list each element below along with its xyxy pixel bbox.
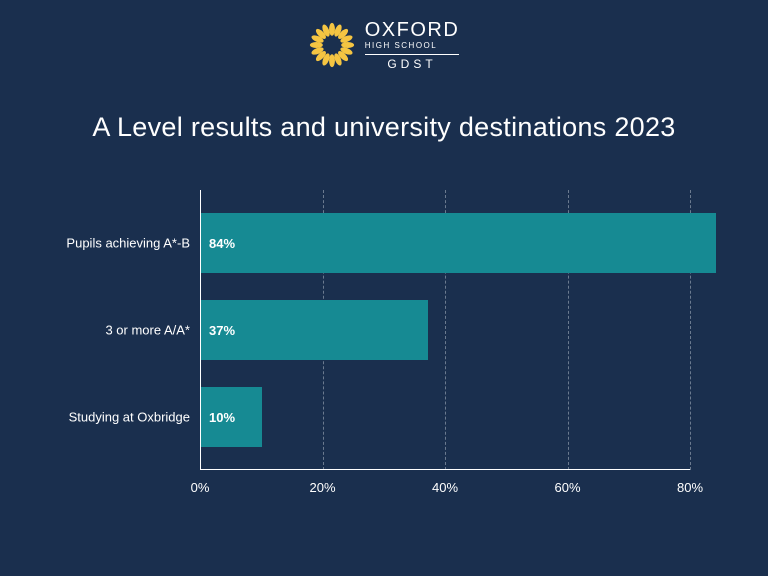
logo-gdst: GDST: [387, 58, 436, 70]
school-logo: OXFORD HIGH SCHOOL GDST: [0, 20, 768, 70]
x-tick: 40%: [432, 480, 458, 495]
logo-main: OXFORD: [365, 20, 460, 40]
logo-text: OXFORD HIGH SCHOOL GDST: [365, 20, 460, 70]
results-bar-chart: 84% 37% 10% Pupils achieving A*-B 3 or m…: [200, 190, 690, 470]
x-tick: 20%: [309, 480, 335, 495]
y-axis-label: Studying at Oxbridge: [10, 410, 190, 425]
y-axis-label: Pupils achieving A*-B: [10, 236, 190, 251]
bar: 37%: [201, 300, 428, 360]
logo-sub: HIGH SCHOOL: [365, 42, 438, 50]
sunflower-icon: [309, 22, 355, 68]
x-tick: 60%: [554, 480, 580, 495]
logo-divider: [365, 54, 460, 55]
bar-value: 10%: [209, 410, 235, 425]
x-axis-line: [200, 469, 690, 470]
x-tick: 80%: [677, 480, 703, 495]
bar: 84%: [201, 213, 716, 273]
plot-area: 84% 37% 10% Pupils achieving A*-B 3 or m…: [200, 190, 690, 470]
y-axis-line: [200, 190, 201, 470]
page: OXFORD HIGH SCHOOL GDST A Level results …: [0, 0, 768, 576]
bar: 10%: [201, 387, 262, 447]
bar-value: 84%: [209, 236, 235, 251]
x-tick: 0%: [191, 480, 210, 495]
chart-title: A Level results and university destinati…: [0, 112, 768, 143]
bar-value: 37%: [209, 323, 235, 338]
y-axis-label: 3 or more A/A*: [10, 323, 190, 338]
